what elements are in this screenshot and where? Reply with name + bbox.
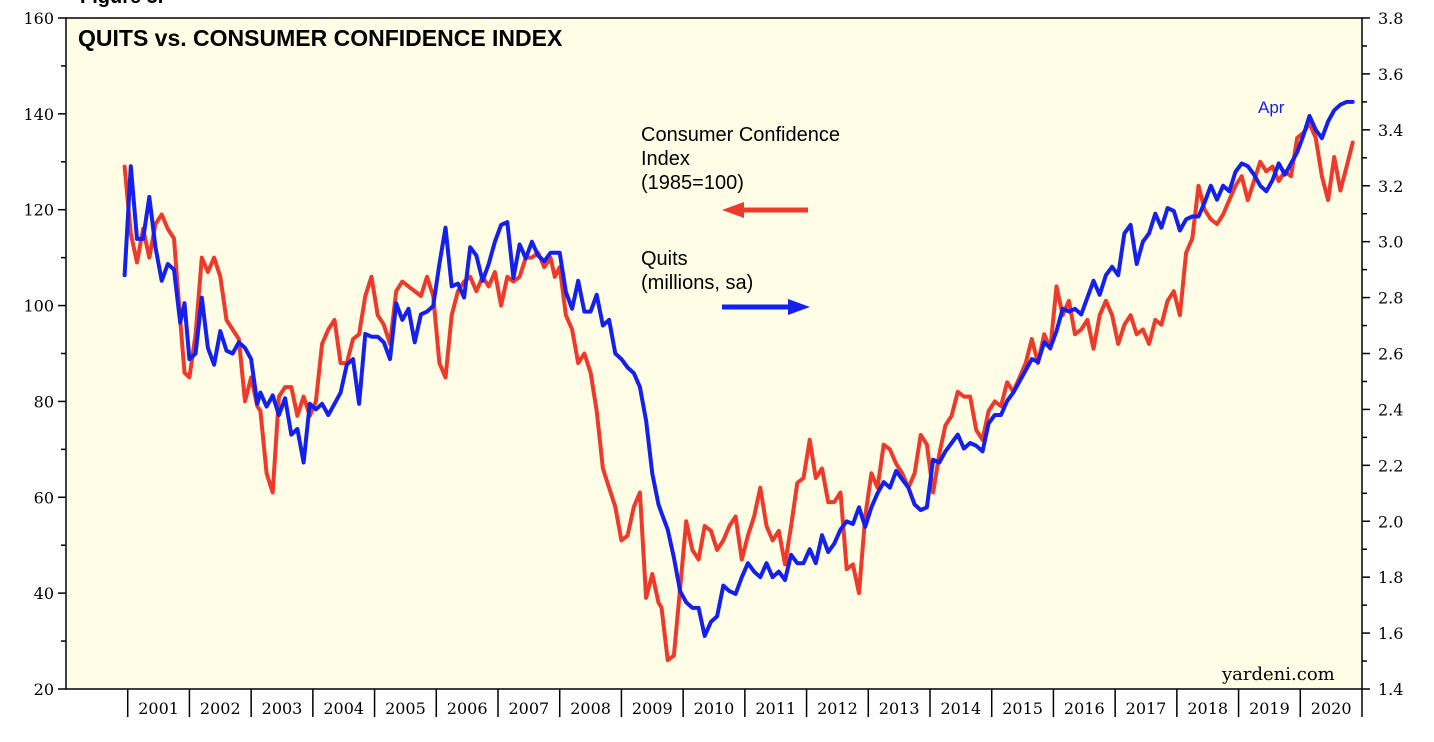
- latest-data-label: Apr: [1258, 98, 1285, 117]
- right-tick-label: 2.0: [1378, 512, 1403, 531]
- right-arrow-icon: [722, 299, 810, 315]
- left-tick-label: 160: [23, 9, 54, 28]
- right-tick-label: 3.4: [1378, 121, 1403, 140]
- x-tick-label: 2015: [1002, 699, 1043, 718]
- right-tick-label: 2.4: [1378, 400, 1403, 419]
- consumer-confidence-line: [122, 121, 1355, 663]
- x-tick-label: 2019: [1249, 699, 1290, 718]
- confidence-label-line-1: Consumer Confidence: [641, 124, 840, 146]
- x-tick-label: 2001: [138, 699, 179, 718]
- quits-line: [122, 99, 1355, 638]
- x-tick-label: 2007: [508, 699, 549, 718]
- right-tick-label: 1.6: [1378, 624, 1403, 643]
- left-tick-label: 40: [34, 584, 54, 603]
- left-tick-label: 20: [34, 680, 54, 699]
- x-tick-label: 2020: [1311, 699, 1352, 718]
- right-tick-label: 3.8: [1378, 9, 1403, 28]
- left-tick-label: 80: [34, 392, 54, 411]
- source-credit: yardeni.com: [1221, 664, 1335, 685]
- x-tick-label: 2012: [817, 699, 858, 718]
- left-tick-label: 140: [23, 105, 54, 124]
- left-axis-labels: 20 40 60 80 100 120 140 160: [23, 9, 54, 699]
- right-tick-label: 1.8: [1378, 568, 1403, 587]
- plot-area: [65, 17, 1363, 690]
- x-tick-label: 2009: [632, 699, 673, 718]
- right-tick-label: 2.8: [1378, 289, 1403, 308]
- left-tick-label: 120: [23, 201, 54, 220]
- quits-label-line-1: Quits: [641, 248, 688, 270]
- x-tick-label: 2002: [200, 699, 241, 718]
- right-axis-labels: 1.4 1.6 1.8 2.0 2.2 2.4 2.6 2.8 3.0 3.2 3.4 3.6 3.8: [1378, 9, 1403, 699]
- x-tick-label: 2018: [1187, 699, 1228, 718]
- confidence-label-line-3: (1985=100): [641, 172, 744, 194]
- left-arrow-icon: [722, 202, 808, 218]
- x-tick-label: 2014: [940, 699, 981, 718]
- right-tick-label: 3.6: [1378, 65, 1403, 84]
- x-tick-label: 2013: [879, 699, 920, 718]
- x-tick-label: 2004: [323, 699, 364, 718]
- right-tick-label: 2.6: [1378, 345, 1403, 364]
- left-tick-label: 100: [23, 297, 54, 316]
- right-tick-label: 3.0: [1378, 233, 1403, 252]
- x-tick-label: 2010: [694, 699, 735, 718]
- right-tick-label: 3.2: [1378, 177, 1403, 196]
- x-tick-label: 2005: [385, 699, 426, 718]
- x-tick-label: 2017: [1126, 699, 1167, 718]
- chart-title: QUITS vs. CONSUMER CONFIDENCE INDEX: [78, 25, 563, 51]
- series-layer: [122, 99, 1355, 663]
- x-tick-label: 2003: [262, 699, 303, 718]
- axis-ticks: [58, 17, 1370, 717]
- x-axis-labels: 2001 2002 2003 2004 2005 2006 2007 2008 2009 2010…: [138, 699, 1351, 718]
- quits-label-line-2: (millions, sa): [641, 272, 753, 294]
- x-tick-label: 2008: [570, 699, 611, 718]
- confidence-label-line-2: Index: [641, 148, 690, 170]
- figure-label: Figure 3.: [80, 0, 163, 8]
- right-tick-label: 2.2: [1378, 456, 1403, 475]
- left-tick-label: 60: [34, 488, 54, 507]
- x-tick-label: 2016: [1064, 699, 1105, 718]
- x-tick-label: 2011: [755, 699, 796, 718]
- x-tick-label: 2006: [447, 699, 488, 718]
- right-tick-label: 1.4: [1378, 680, 1403, 699]
